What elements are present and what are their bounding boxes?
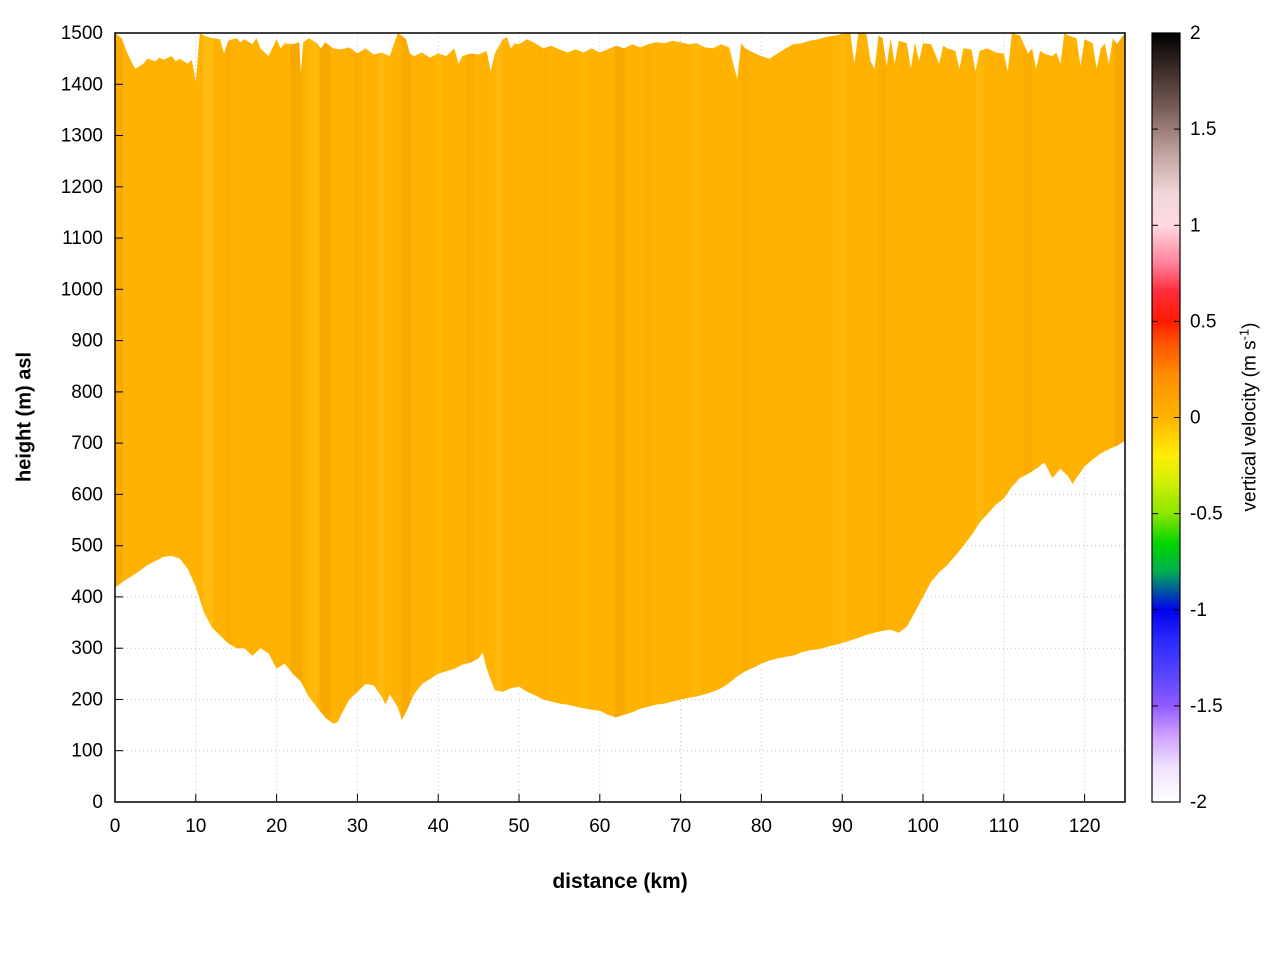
svg-text:300: 300 — [71, 638, 103, 659]
svg-text:1500: 1500 — [61, 23, 103, 44]
svg-text:90: 90 — [832, 816, 853, 837]
svg-text:600: 600 — [71, 484, 103, 505]
svg-text:2: 2 — [1190, 23, 1201, 44]
svg-text:400: 400 — [71, 587, 103, 608]
colorbar-label-suffix: ) — [1239, 322, 1261, 329]
y-axis-label: height (m) asl — [13, 351, 36, 483]
svg-text:1200: 1200 — [61, 177, 103, 198]
colorbar-label-superscript: -1 — [1236, 328, 1252, 341]
svg-text:0.5: 0.5 — [1190, 311, 1216, 332]
svg-text:110: 110 — [989, 816, 1019, 837]
colorbar-tick-labels: 2 1.5 1 0.5 0 -0.5 -1 -1.5 -2 — [1190, 23, 1223, 813]
svg-text:40: 40 — [428, 816, 449, 837]
svg-text:0: 0 — [1190, 408, 1201, 429]
plot-border — [114, 32, 1126, 803]
svg-text:0: 0 — [110, 816, 121, 837]
axis-ticks — [114, 32, 1086, 803]
svg-text:80: 80 — [751, 816, 772, 837]
svg-text:30: 30 — [347, 816, 368, 837]
colorbar-ticks — [1152, 32, 1180, 803]
svg-text:100: 100 — [71, 741, 103, 762]
svg-text:-2: -2 — [1190, 792, 1207, 813]
svg-text:700: 700 — [71, 433, 103, 454]
velocity-field — [115, 33, 1125, 724]
svg-text:100: 100 — [907, 816, 939, 837]
svg-text:800: 800 — [71, 382, 103, 403]
x-axis-label: distance (km) — [552, 870, 688, 893]
svg-text:20: 20 — [266, 816, 287, 837]
svg-text:1100: 1100 — [62, 228, 103, 249]
svg-text:1000: 1000 — [61, 279, 103, 300]
colorbar-label: vertical velocity (m s-1) — [1236, 323, 1261, 512]
svg-text:1400: 1400 — [61, 74, 103, 95]
svg-text:500: 500 — [71, 536, 103, 557]
svg-text:1300: 1300 — [61, 126, 103, 147]
svg-text:50: 50 — [508, 816, 529, 837]
svg-text:-0.5: -0.5 — [1190, 504, 1223, 525]
svg-text:1.5: 1.5 — [1190, 119, 1216, 140]
svg-text:1: 1 — [1190, 215, 1201, 236]
svg-text:900: 900 — [71, 331, 103, 352]
svg-text:10: 10 — [185, 816, 206, 837]
svg-text:0: 0 — [92, 792, 103, 813]
axis-tick-labels: 0 10 20 30 40 50 60 70 80 90 100 110 120010020030040… — [61, 23, 1101, 837]
svg-text:60: 60 — [589, 816, 610, 837]
svg-text:-1: -1 — [1190, 600, 1207, 621]
svg-text:200: 200 — [71, 690, 103, 711]
colorbar-label-prefix: vertical velocity (m s — [1239, 340, 1261, 512]
svg-text:70: 70 — [670, 816, 691, 837]
velocity-streaks — [115, 33, 1125, 724]
svg-text:-1.5: -1.5 — [1190, 696, 1223, 717]
svg-text:120: 120 — [1069, 816, 1101, 837]
